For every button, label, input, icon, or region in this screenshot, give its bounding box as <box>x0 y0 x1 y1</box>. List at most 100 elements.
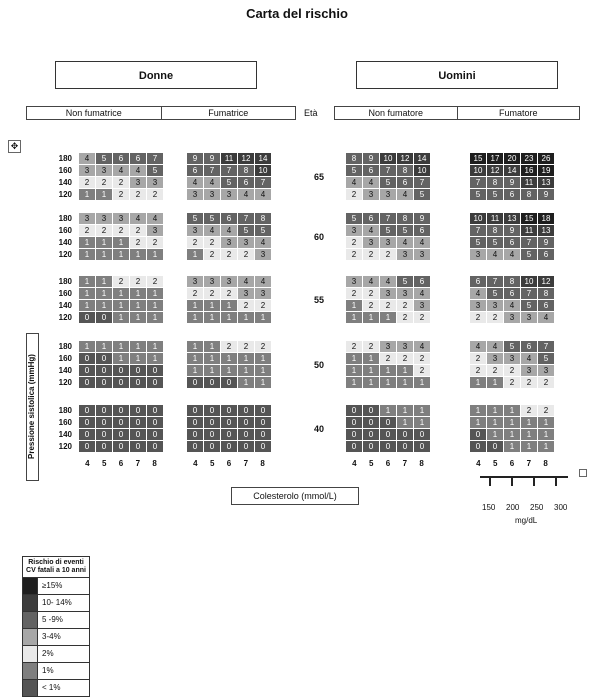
risk-cell: 4 <box>130 165 146 176</box>
risk-cell: 1 <box>147 288 163 299</box>
men-header: Uomini <box>356 61 558 89</box>
risk-cell: 2 <box>521 405 537 416</box>
risk-cell: 0 <box>363 405 379 416</box>
risk-cell: 5 <box>487 189 503 200</box>
risk-cell: 0 <box>487 441 503 452</box>
risk-cell: 2 <box>255 300 271 311</box>
risk-cell: 5 <box>397 225 413 236</box>
risk-grid: 10 11 13 15 18 7 8 9 11 13 5 5 6 7 9 3 4 4 5 6 <box>470 213 554 260</box>
chol-ticks: 4 5 6 7 8 <box>470 459 554 468</box>
risk-cell: 0 <box>79 417 95 428</box>
risk-cell: 2 <box>363 341 379 352</box>
legend-swatch <box>23 680 38 696</box>
risk-cell: 1 <box>221 365 237 376</box>
risk-cell: 1 <box>487 429 503 440</box>
risk-cell: 15 <box>521 213 537 224</box>
risk-cell: 0 <box>79 377 95 388</box>
risk-cell: 12 <box>487 165 503 176</box>
risk-cell: 1 <box>79 341 95 352</box>
age-label: 65 <box>314 172 325 182</box>
risk-cell: 4 <box>204 177 220 188</box>
sbp-labels: 180 160 140 120 <box>52 213 72 261</box>
risk-cell: 4 <box>255 189 271 200</box>
risk-cell: 0 <box>130 429 146 440</box>
risk-cell: 5 <box>147 165 163 176</box>
risk-cell: 1 <box>346 353 362 364</box>
chol-tick: 7 <box>526 459 532 468</box>
move-handle-icon[interactable]: ✥ <box>8 140 21 153</box>
risk-cell: 1 <box>130 341 146 352</box>
risk-cell: 3 <box>255 288 271 299</box>
risk-cell: 4 <box>363 177 379 188</box>
mg-tick-150: 150 <box>482 503 496 512</box>
risk-cell: 0 <box>147 377 163 388</box>
sbp-label: 120 <box>58 190 72 199</box>
risk-cell: 1 <box>414 377 430 388</box>
sbp-label: 140 <box>58 430 72 439</box>
risk-cell: 2 <box>147 189 163 200</box>
risk-cell: 8 <box>255 213 271 224</box>
risk-cell: 0 <box>238 417 254 428</box>
resize-handle-icon[interactable] <box>579 469 587 477</box>
risk-cell: 2 <box>414 353 430 364</box>
risk-cell: 3 <box>414 300 430 311</box>
risk-cell: 1 <box>521 417 537 428</box>
risk-cell: 7 <box>238 213 254 224</box>
risk-cell: 10 <box>380 153 396 164</box>
risk-cell: 0 <box>79 353 95 364</box>
risk-cell: 1 <box>187 353 203 364</box>
risk-cell: 0 <box>96 353 112 364</box>
risk-cell: 2 <box>79 225 95 236</box>
risk-cell: 0 <box>397 429 413 440</box>
risk-cell: 8 <box>397 213 413 224</box>
risk-cell: 0 <box>79 365 95 376</box>
risk-cell: 3 <box>363 189 379 200</box>
risk-cell: 4 <box>414 237 430 248</box>
risk-cell: 1 <box>113 300 129 311</box>
risk-cell: 19 <box>538 165 554 176</box>
risk-cell: 2 <box>96 225 112 236</box>
risk-cell: 3 <box>504 312 520 323</box>
legend-title: Rischio di eventi CV fatali a 10 anni <box>23 557 89 578</box>
risk-cell: 11 <box>521 177 537 188</box>
y-axis-label: Pressione sistolica (mmHg) <box>26 333 39 481</box>
risk-cell: 4 <box>255 276 271 287</box>
risk-cell: 2 <box>204 237 220 248</box>
risk-cell: 1 <box>363 365 379 376</box>
risk-cell: 1 <box>238 353 254 364</box>
chol-ticks: 4 5 6 7 8 <box>346 459 430 468</box>
risk-cell: 4 <box>487 341 503 352</box>
risk-cell: 6 <box>414 225 430 236</box>
risk-cell: 1 <box>380 312 396 323</box>
x-axis-label: Colesterolo (mmol/L) <box>231 487 359 505</box>
risk-cell: 2 <box>147 276 163 287</box>
chol-tick: 7 <box>402 459 408 468</box>
risk-cell: 0 <box>130 405 146 416</box>
risk-cell: 1 <box>414 405 430 416</box>
risk-cell: 0 <box>414 441 430 452</box>
risk-cell: 2 <box>346 189 362 200</box>
risk-cell: 3 <box>487 300 503 311</box>
sbp-label: 180 <box>58 277 72 286</box>
risk-cell: 2 <box>487 312 503 323</box>
risk-cell: 3 <box>147 177 163 188</box>
risk-cell: 2 <box>397 353 413 364</box>
risk-cell: 2 <box>397 300 413 311</box>
risk-cell: 0 <box>363 417 379 428</box>
sbp-label: 140 <box>58 178 72 187</box>
chol-tick: 4 <box>193 459 198 468</box>
risk-cell: 3 <box>187 276 203 287</box>
risk-cell: 20 <box>504 153 520 164</box>
risk-cell: 1 <box>130 312 146 323</box>
risk-cell: 0 <box>380 417 396 428</box>
risk-cell: 0 <box>470 441 486 452</box>
risk-cell: 10 <box>255 165 271 176</box>
risk-cell: 1 <box>238 377 254 388</box>
risk-cell: 4 <box>238 189 254 200</box>
risk-cell: 0 <box>113 377 129 388</box>
risk-cell: 11 <box>487 213 503 224</box>
legend-swatch <box>23 663 38 679</box>
risk-cell: 0 <box>130 417 146 428</box>
risk-cell: 1 <box>204 353 220 364</box>
